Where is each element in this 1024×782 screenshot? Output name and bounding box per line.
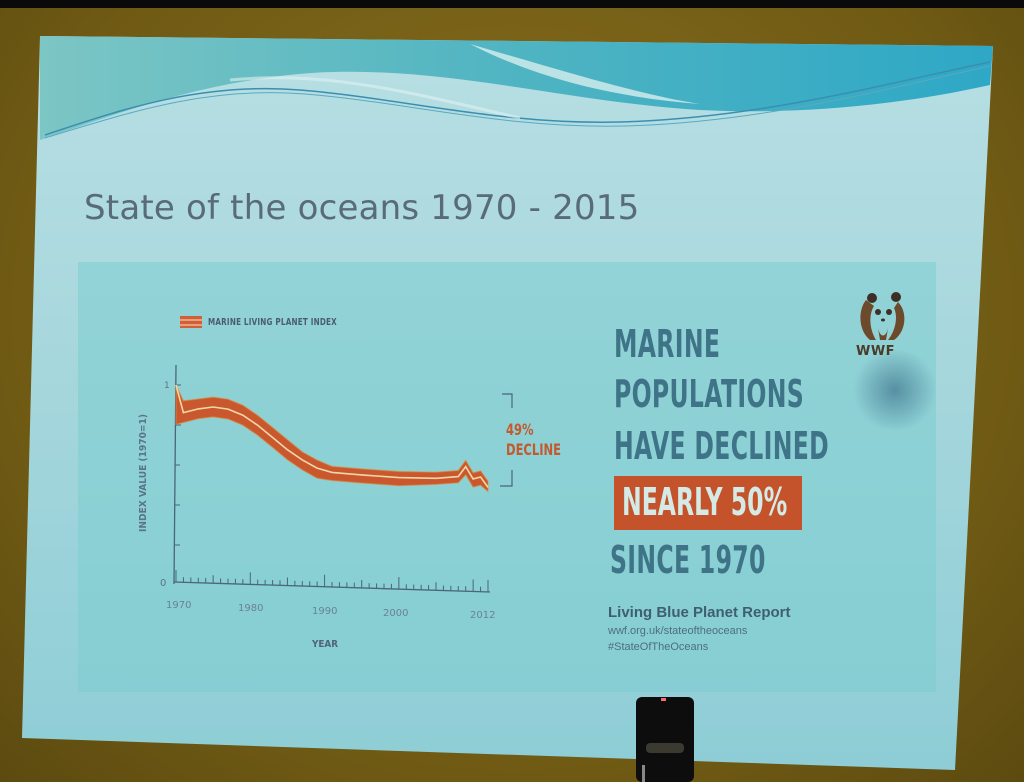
camera-device [636, 697, 694, 782]
y-tick-label-1: 1 [164, 381, 170, 391]
decline-annotation: 49% DECLINE [506, 420, 561, 460]
headline-line-3: HAVE DECLINED [614, 424, 830, 468]
x-axis [173, 581, 491, 593]
decline-bracket-top [502, 393, 513, 408]
headline-line-5: SINCE 1970 [610, 538, 766, 582]
source-url: wwf.org.uk/stateoftheoceans [608, 625, 748, 637]
line-chart: 1 0 INDEX VALUE (1970=1) 1970 1980 1990 … [138, 364, 513, 650]
decline-bracket-bottom [500, 470, 513, 487]
report-title: Living Blue Planet Report [608, 604, 791, 621]
chart-legend: MARINE LIVING PLANET INDEX [180, 316, 387, 328]
legend-swatch-icon [180, 316, 202, 328]
x-tick-label-1980: 1980 [238, 603, 263, 614]
x-tick-label-1990: 1990 [312, 606, 337, 617]
wwf-logo-text: WWF [856, 344, 896, 359]
headline-line-2: POPULATIONS [614, 372, 805, 416]
x-axis-label: YEAR [311, 639, 338, 650]
hashtag: #StateOfTheOceans [608, 641, 709, 653]
ceiling-edge [0, 0, 1024, 8]
decline-percent: 49% [506, 420, 534, 439]
y-axis-label: INDEX VALUE (1970=1) [138, 414, 149, 532]
x-tick-label-2000: 2000 [383, 608, 408, 619]
x-tick-label-1970: 1970 [166, 600, 191, 611]
shadow-blob [850, 350, 940, 430]
headline-line-1: MARINE [614, 322, 721, 366]
y-tick-label-0: 0 [160, 578, 166, 589]
highlight-badge-text: NEARLY 50% [622, 480, 788, 524]
decline-text: DECLINE [506, 440, 562, 459]
red-led-icon [661, 698, 666, 701]
x-tick-label-2012: 2012 [470, 610, 495, 621]
panda-icon [860, 292, 905, 340]
slide-title: State of the oceans 1970 - 2015 [84, 188, 640, 228]
legend-label: MARINE LIVING PLANET INDEX [208, 316, 337, 328]
highlight-badge [614, 476, 802, 530]
